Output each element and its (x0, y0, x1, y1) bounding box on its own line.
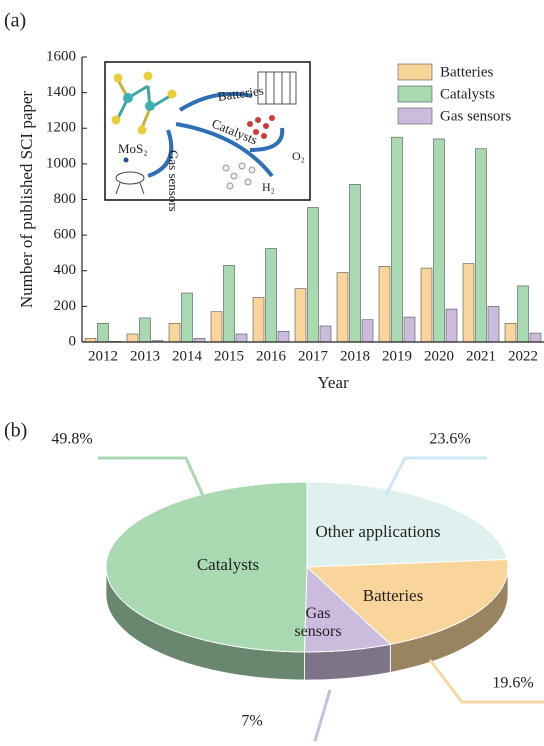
x-tick-label: 2022 (508, 348, 538, 364)
y-tick-label: 0 (69, 333, 77, 349)
legend-label: Batteries (440, 64, 493, 80)
x-tick-label: 2020 (424, 348, 454, 364)
battery-icon (257, 71, 297, 105)
bar (378, 265, 391, 343)
oxygen-molecules (247, 115, 275, 139)
bar (97, 322, 109, 343)
y-tick-label: 1600 (46, 48, 76, 64)
hydrogen-molecules (222, 162, 256, 190)
x-tick-label: 2018 (340, 348, 370, 364)
bar (445, 308, 458, 343)
legend-label: Gas sensors (440, 108, 511, 124)
pie-category-label-box: Gas sensors (294, 605, 342, 640)
bar (126, 333, 139, 343)
x-tick-label: 2021 (466, 348, 496, 364)
pie-value-label: 7% (241, 713, 262, 730)
pie-value-label: 49.8% (51, 431, 92, 448)
bar (462, 263, 475, 343)
bar (235, 333, 248, 343)
bar (210, 311, 223, 343)
bar (529, 332, 542, 343)
bar (504, 322, 517, 343)
x-tick-label: 2015 (214, 348, 244, 364)
inset-label: O₂ (292, 149, 305, 163)
pie-slice (306, 481, 508, 568)
legend-swatch (397, 63, 433, 81)
bar (307, 207, 319, 343)
inset-label: H₂ (262, 180, 275, 194)
callout-line (98, 456, 207, 501)
bar (319, 325, 332, 343)
bar (475, 148, 487, 343)
sensor-icon (115, 157, 145, 195)
pie-slice (105, 481, 308, 653)
bar (403, 316, 416, 343)
bar (139, 317, 151, 343)
y-tick-label: 200 (54, 298, 77, 314)
panel-label: (b) (4, 420, 27, 442)
pie-category-label: Batteries (363, 586, 423, 605)
y-axis-label: Number of published SCI paper (17, 91, 36, 309)
x-tick-label: 2013 (130, 348, 160, 364)
legend-swatch (397, 107, 433, 125)
pie-category-label: Other applications (315, 522, 440, 541)
arrows (147, 91, 285, 178)
inset-label: MoS₂ (118, 141, 148, 156)
x-axis-label: Year (317, 373, 349, 392)
bar (252, 297, 265, 343)
x-tick-label: 2012 (88, 348, 118, 364)
bar (420, 267, 433, 343)
bar (168, 322, 181, 343)
panel-label: (a) (4, 10, 26, 32)
inset-label: Gas sensors (166, 150, 181, 212)
bar (517, 285, 529, 343)
callout-line (313, 689, 332, 742)
y-tick-label: 600 (54, 227, 77, 243)
legend-label: Catalysts (440, 86, 495, 102)
bar (391, 136, 403, 343)
bar (223, 265, 235, 343)
inset-illustration (104, 61, 311, 201)
y-tick-label: 1000 (46, 155, 76, 171)
pie-category-label: Catalysts (197, 555, 259, 574)
x-tick-label: 2014 (172, 348, 203, 364)
bar (265, 248, 277, 343)
pie-slice (305, 559, 509, 645)
x-tick-label: 2016 (256, 348, 287, 364)
x-tick-label: 2019 (382, 348, 412, 364)
molecule (111, 71, 177, 135)
bar (349, 184, 361, 343)
pie-value-label: 19.6% (492, 675, 533, 692)
pie-category-label: Gas sensors (294, 605, 342, 640)
pie-value-label: 23.6% (429, 431, 470, 448)
y-tick-label: 800 (54, 191, 77, 207)
bar (294, 288, 307, 343)
bar (277, 331, 290, 343)
inset-label: Batteries (217, 83, 265, 104)
bar (433, 138, 445, 343)
y-tick-label: 1200 (46, 120, 76, 136)
x-tick-label: 2017 (298, 348, 329, 364)
legend-swatch (397, 85, 433, 103)
bar (181, 292, 193, 343)
bar (336, 272, 349, 343)
callout-line (428, 659, 544, 704)
callout-line (384, 456, 487, 496)
y-tick-label: 400 (54, 262, 77, 278)
y-tick-label: 1400 (46, 84, 76, 100)
bar (361, 319, 374, 343)
bar (487, 306, 500, 343)
